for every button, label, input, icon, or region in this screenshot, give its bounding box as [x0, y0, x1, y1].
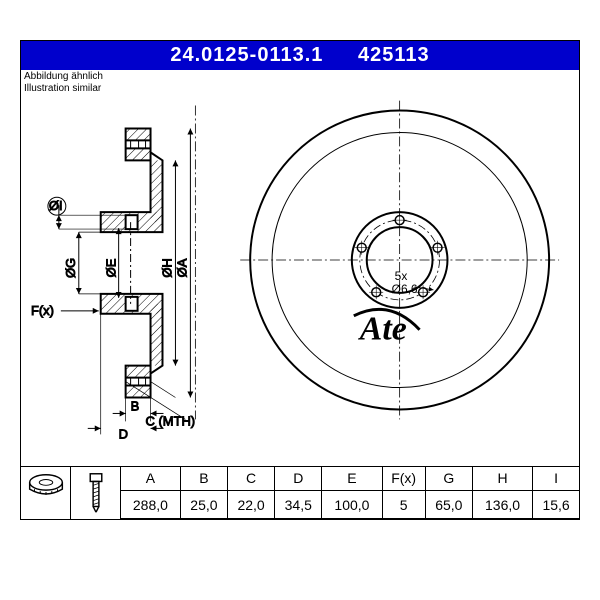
- col-value: 34,5: [275, 491, 322, 519]
- col-value: 22,0: [228, 491, 275, 519]
- col-value: 25,0: [180, 491, 227, 519]
- col-value: 136,0: [472, 491, 532, 519]
- dimension-table: ABCDEF(x)GHI 288,025,022,034,5100,0565,0…: [21, 466, 579, 520]
- bolt-thumb-icon: [71, 467, 121, 520]
- col-value: 15,6: [533, 491, 579, 519]
- front-view: 5x Ø6,6 Ate: [240, 101, 559, 420]
- drawing-frame: 24.0125-0113.1 425113 Abbildung ähnlich …: [20, 40, 580, 520]
- side-section: ØA ØH ØE ØG: [31, 106, 195, 442]
- col-header: G: [425, 467, 472, 491]
- svg-text:ØI: ØI: [49, 198, 63, 213]
- col-header: B: [180, 467, 227, 491]
- col-header: A: [121, 467, 180, 491]
- col-header: H: [472, 467, 532, 491]
- header-bar: 24.0125-0113.1 425113: [21, 41, 579, 70]
- brand-logo: Ate: [354, 309, 420, 347]
- col-header: I: [533, 467, 579, 491]
- svg-text:C (MTH): C (MTH): [146, 413, 196, 428]
- svg-text:5x: 5x: [395, 269, 408, 283]
- col-header: D: [275, 467, 322, 491]
- disc-thumb-icon: [21, 467, 71, 520]
- svg-text:ØG: ØG: [63, 258, 78, 278]
- col-value: 100,0: [322, 491, 382, 519]
- col-value: 65,0: [425, 491, 472, 519]
- col-header: C: [228, 467, 275, 491]
- technical-drawing: ØA ØH ØE ØG: [21, 70, 579, 450]
- col-value: 288,0: [121, 491, 180, 519]
- svg-text:Ate: Ate: [358, 311, 407, 348]
- col-header: E: [322, 467, 382, 491]
- svg-text:D: D: [119, 426, 128, 441]
- svg-text:ØH: ØH: [159, 258, 174, 277]
- svg-text:F(x): F(x): [31, 303, 54, 318]
- svg-text:ØE: ØE: [104, 258, 119, 277]
- col-value: 5: [382, 491, 425, 519]
- short-code: 425113: [358, 44, 430, 66]
- svg-text:Ø6,6: Ø6,6: [392, 282, 418, 296]
- col-header: F(x): [382, 467, 425, 491]
- svg-text:B: B: [131, 398, 140, 413]
- svg-text:ØA: ØA: [174, 258, 189, 277]
- part-number: 24.0125-0113.1: [170, 44, 323, 66]
